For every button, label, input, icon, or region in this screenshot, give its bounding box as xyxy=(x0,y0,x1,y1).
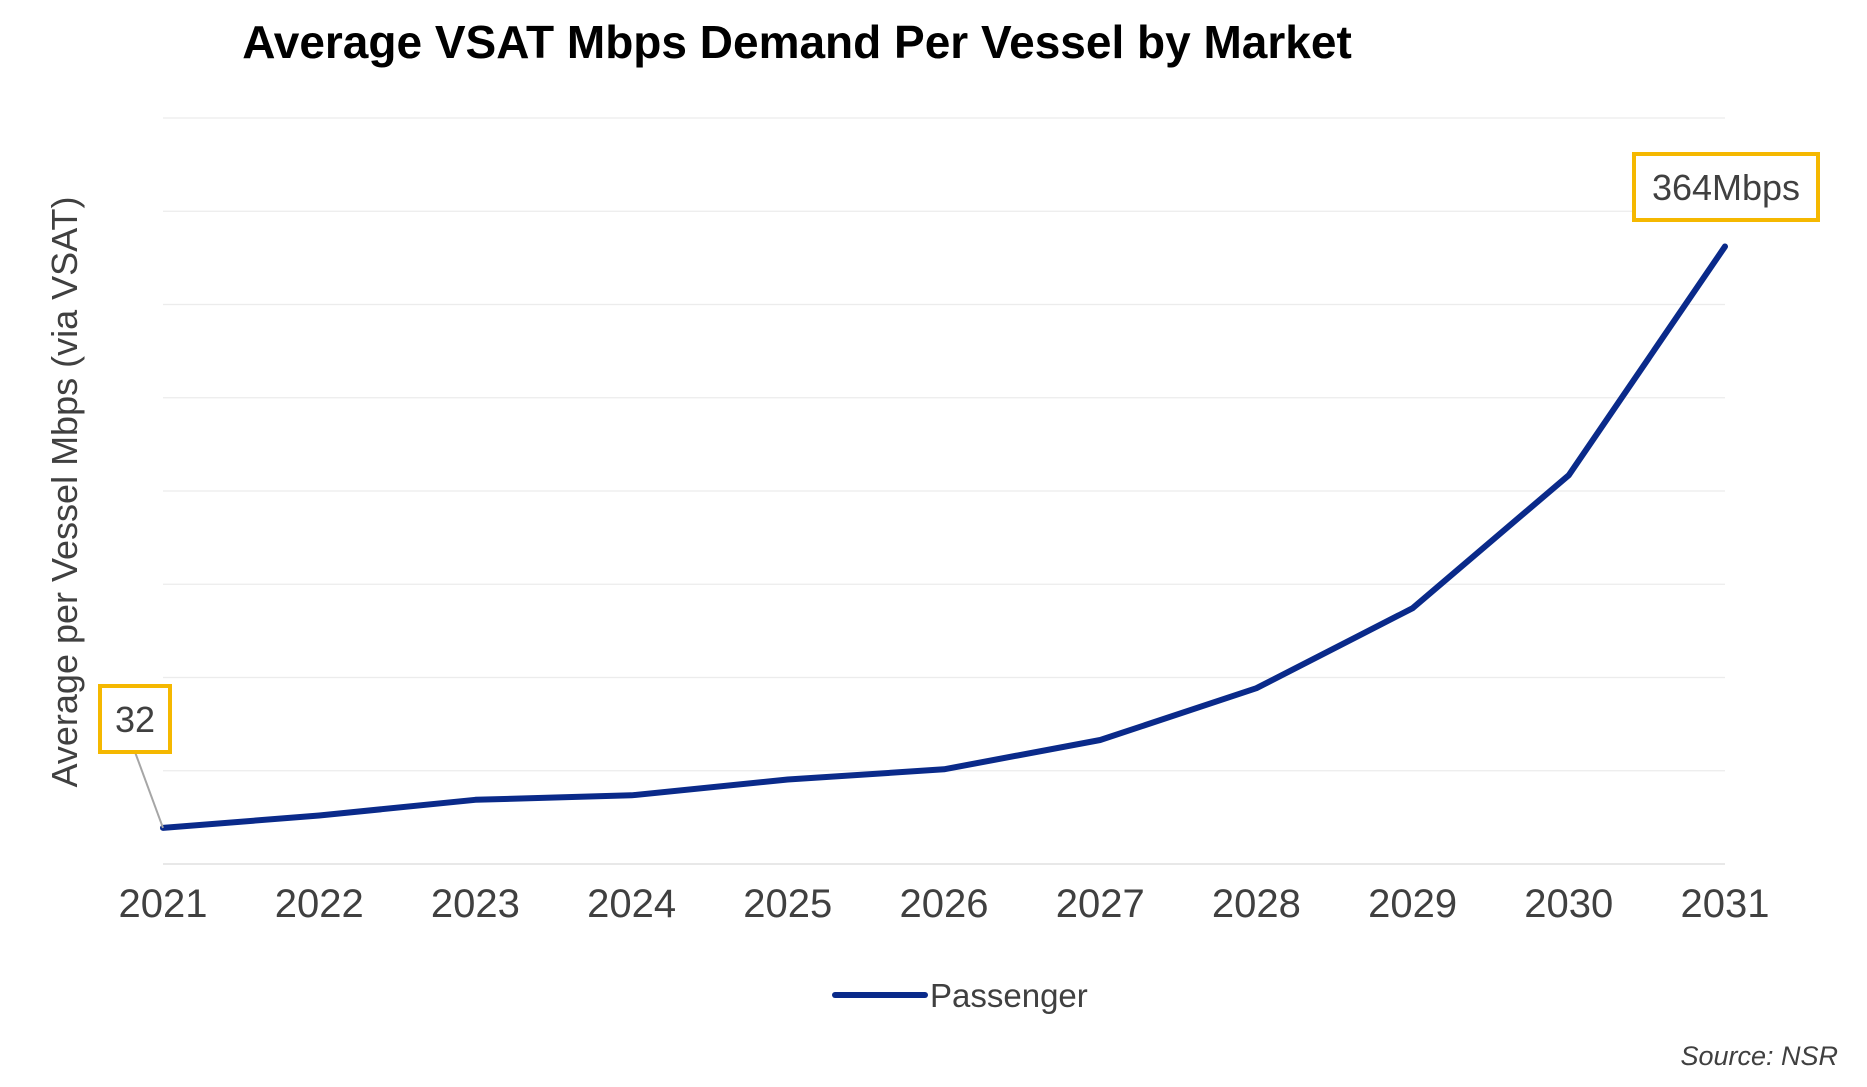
y-axis-label: Average per Vessel Mbps (via VSAT) xyxy=(44,197,85,788)
annotation-box xyxy=(98,684,172,754)
annotation-box xyxy=(1632,152,1820,222)
series-line-passenger xyxy=(160,243,1728,831)
x-tick-label: 2022 xyxy=(275,882,364,926)
annotations: 32 364Mbps xyxy=(98,152,1820,829)
x-tick-label: 2021 xyxy=(119,882,208,926)
series-group xyxy=(160,243,1728,831)
x-tick-label: 2028 xyxy=(1212,882,1301,926)
gridlines xyxy=(163,117,1725,865)
legend: Passenger xyxy=(832,977,1088,1014)
x-tick-label: 2029 xyxy=(1368,882,1457,926)
x-tick-label: 2025 xyxy=(743,882,832,926)
x-tick-label: 2030 xyxy=(1524,882,1613,926)
annotation-label: 32 xyxy=(115,699,155,740)
annotation-label: 364Mbps xyxy=(1652,167,1800,208)
annotation-leader xyxy=(134,751,164,829)
chart-title: Average VSAT Mbps Demand Per Vessel by M… xyxy=(242,16,1352,68)
source-note: Source: NSR xyxy=(1680,1041,1838,1071)
legend-label-passenger: Passenger xyxy=(930,977,1088,1014)
x-tick-label: 2027 xyxy=(1056,882,1145,926)
x-tick-label: 2031 xyxy=(1681,882,1770,926)
x-tick-label: 2023 xyxy=(431,882,520,926)
x-tick-label: 2026 xyxy=(900,882,989,926)
x-axis-ticks: 2021 2022 2023 2024 2025 2026 2027 2028 2029 2030… xyxy=(119,882,1770,926)
x-tick-label: 2024 xyxy=(587,882,676,926)
